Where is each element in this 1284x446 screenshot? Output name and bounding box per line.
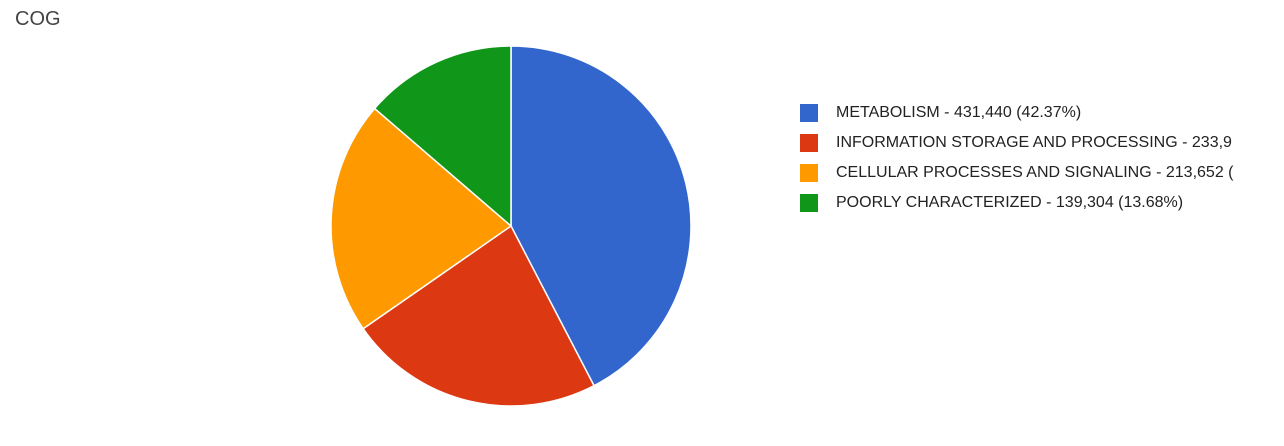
legend-swatch xyxy=(800,164,818,182)
legend-label: CELLULAR PROCESSES AND SIGNALING xyxy=(836,164,1152,181)
legend-entry: INFORMATION STORAGE AND PROCESSING233,9 xyxy=(800,134,1284,164)
legend-entry: METABOLISM431,440 (42.37%) xyxy=(800,104,1284,134)
legend: METABOLISM431,440 (42.37%)INFORMATION ST… xyxy=(800,104,1284,224)
legend-label: POORLY CHARACTERIZED xyxy=(836,194,1042,211)
legend-label: INFORMATION STORAGE AND PROCESSING xyxy=(836,134,1178,151)
pie-slice xyxy=(362,224,596,407)
legend-value: 233,9 xyxy=(1178,134,1232,152)
chart-title: COG xyxy=(15,8,61,30)
pie-slice xyxy=(373,45,512,228)
legend-swatch xyxy=(800,134,818,152)
legend-entry: POORLY CHARACTERIZED139,304 (13.68%) xyxy=(800,194,1284,224)
pie-slice xyxy=(510,45,692,387)
legend-value: 213,652 ( xyxy=(1152,164,1234,182)
legend-swatch xyxy=(800,104,818,122)
pie-slice xyxy=(330,107,513,330)
legend-swatch xyxy=(800,194,818,212)
legend-label: METABOLISM xyxy=(836,104,940,121)
legend-entry: CELLULAR PROCESSES AND SIGNALING213,652 … xyxy=(800,164,1284,194)
legend-value: 139,304 (13.68%) xyxy=(1042,194,1183,212)
legend-value: 431,440 (42.37%) xyxy=(940,104,1081,122)
